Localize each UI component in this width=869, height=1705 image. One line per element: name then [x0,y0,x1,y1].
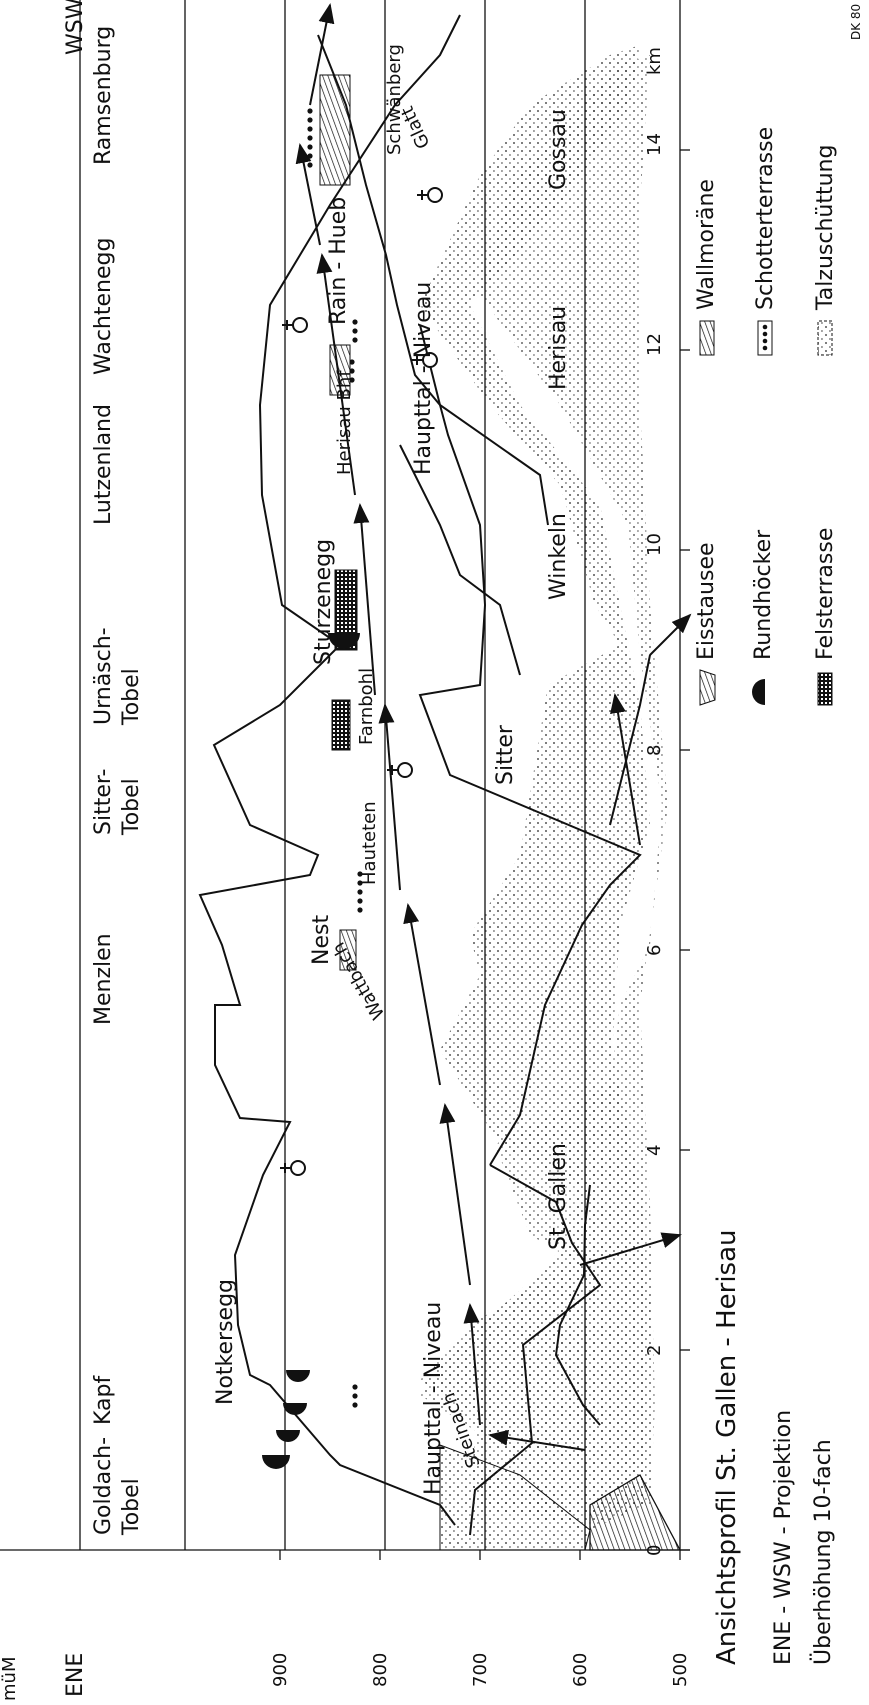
x-tick-label: 6 [644,945,665,956]
schotter-dot [357,871,363,877]
schotter-dot [352,319,358,325]
x-tick-label: 2 [644,1345,665,1356]
terraces [307,74,363,1408]
place-top-3: Sitter- [91,769,116,835]
svg-text:Felsterrasse: Felsterrasse [813,528,838,660]
schotter-dot [352,1393,358,1399]
place-bottom-1: Winkeln [546,513,571,600]
profile-lines [198,14,651,1536]
left-valley-fill [439,1444,690,1551]
wallmoraene-nest [339,929,357,971]
caption-projection: ENE - WSW - Projektion [771,1410,796,1665]
schotter-dot [357,898,363,904]
schotter-dot [349,359,355,365]
x-tick-label: 12 [644,333,665,356]
schotter-dot [349,368,355,374]
label-haupttal-right: Haupttal - Niveau [411,282,436,475]
place-top-0: Goldach- [91,1437,116,1535]
schotter-dot [357,889,363,895]
y-tick-label: 600 [570,1653,591,1687]
label-farnbohl: Farnbohl [356,668,377,745]
place-top-4-line2: Tobel [119,668,144,726]
svg-text:Wallmoräne: Wallmoräne [694,179,719,310]
label-hauteten: Hauteten [359,801,380,885]
schotter-dot [307,162,313,168]
schotter-dot [357,880,363,886]
label-nest: Nest [309,915,334,965]
label-sturzenegg: Sturzenegg [311,539,336,665]
end-label-right: WSW [63,0,88,55]
y-tick-label: 700 [470,1653,491,1687]
place-bottom-0: St. Gallen [546,1143,571,1250]
x-axis: 02468101214 [644,133,690,1556]
place-top-1: Kapf [91,1375,116,1425]
legend: Eisstausee Rundhöcker Felsterrasse Wallm… [694,127,838,706]
wallmoraene-schwanberg [319,74,351,186]
schotter-dot [352,1384,358,1390]
y-tick-label: 900 [270,1653,291,1687]
felsterrasse-sturzenegg [334,569,358,651]
x-tick-label: 14 [644,133,665,156]
schotter-dot [307,108,313,114]
church-symbols [280,187,443,1176]
y-tick-label: 800 [370,1653,391,1687]
schotter-dot [352,337,358,343]
place-top-4: Urnäsch- [91,627,116,725]
schotter-dot [307,153,313,159]
corner-code: DK 80 [849,4,863,40]
legend-talzuschuettung: Talzuschüttung [813,145,838,356]
meltwater-path [295,3,692,1451]
rundhoecker [262,633,360,1469]
x-axis-unit: km [644,47,665,75]
place-bottom-2: Herisau [546,306,571,390]
schotter-dot [307,126,313,132]
schotter-dot [307,135,313,141]
place-top-2: Menzlen [91,933,116,1025]
svg-text:Schotterterrasse: Schotterterrasse [753,127,778,310]
legend-eisstausee: Eisstausee [694,542,719,706]
label-wattbach: Wattbach [328,938,389,1023]
legend-wallmoraene: Wallmoräne [694,179,719,356]
legend-schotterterrasse: Schotterterrasse [753,127,778,356]
schotter-dot [307,117,313,123]
label-rain-hueb: Rain - Hueb [326,197,351,325]
x-tick-label: 10 [644,533,665,556]
place-bottom-3: Gossau [546,109,571,190]
end-label-left: ENE [63,1653,88,1697]
terrain-fill [420,45,668,1530]
label-sitter: Sitter [493,724,518,785]
place-top-5: Lutzenland [91,404,116,525]
schotter-dot [357,907,363,913]
schotter-dot [352,1402,358,1408]
svg-text:Eisstausee: Eisstausee [694,542,719,660]
svg-text:Talzuschüttung: Talzuschüttung [813,145,838,311]
schotter-dot [349,377,355,383]
place-top-7: Ramsenburg [91,26,116,165]
x-tick-label: 4 [644,1145,665,1156]
y-tick-label: 500 [670,1653,691,1687]
place-top-0-line2: Tobel [119,1478,144,1536]
caption-exaggeration: Überhöhung 10-fach [810,1439,836,1665]
felsterrasse-farnbohl [331,699,351,751]
place-top-3-line2: Tobel [119,778,144,836]
label-herisau-bhf: Herisau Bhf [334,370,355,475]
caption: Ansichtsprofil St. Gallen - Herisau ENE … [712,1230,836,1666]
label-notkersegg: Notkersegg [213,1279,238,1405]
schotter-dot [352,328,358,334]
schotter-dot [307,144,313,150]
y-axis-label: müM [0,1657,20,1701]
legend-felsterrasse: Felsterrasse [813,528,838,706]
label-schwanberg: Schwänberg [384,44,405,155]
bottom-place-names: St. Gallen Winkeln Herisau Gossau [546,109,571,1250]
y-axis: müM 500 600 700 800 900 [0,1550,691,1701]
caption-title: Ansichtsprofil St. Gallen - Herisau [712,1230,742,1666]
place-top-6: Wachtenegg [91,238,116,375]
legend-rundhoecker: Rundhöcker [751,529,776,705]
svg-text:Rundhöcker: Rundhöcker [751,529,776,660]
label-haupttal-left: Haupttal - Niveau [421,1302,446,1495]
